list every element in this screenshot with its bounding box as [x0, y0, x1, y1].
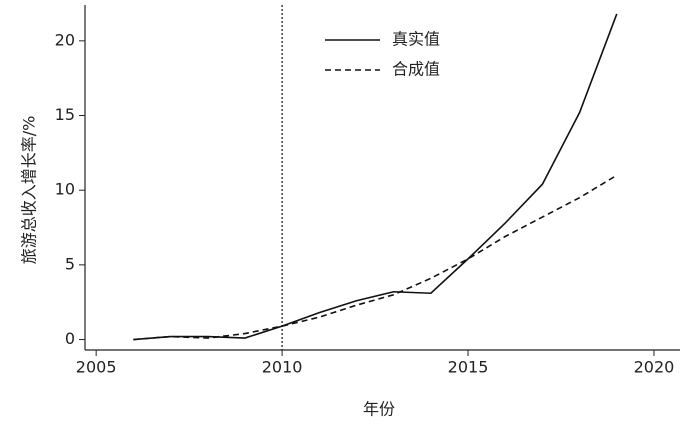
x-tick-label: 2020: [634, 358, 675, 377]
x-tick-label: 2015: [448, 358, 489, 377]
y-axis-label: 旅游总收入增长率/%: [20, 116, 39, 265]
y-tick-label: 10: [55, 180, 75, 199]
x-tick-label: 2010: [262, 358, 303, 377]
y-tick-label: 0: [65, 329, 75, 348]
series-line: [133, 174, 618, 341]
y-tick-label: 20: [55, 30, 75, 49]
x-axis-label: 年份: [363, 400, 395, 419]
y-tick-label: 5: [65, 254, 75, 273]
series-line: [133, 13, 618, 341]
legend-label: 合成值: [392, 60, 440, 79]
y-tick-label: 15: [55, 105, 75, 124]
legend-label: 真实值: [392, 30, 440, 49]
x-tick-label: 2005: [76, 358, 117, 377]
